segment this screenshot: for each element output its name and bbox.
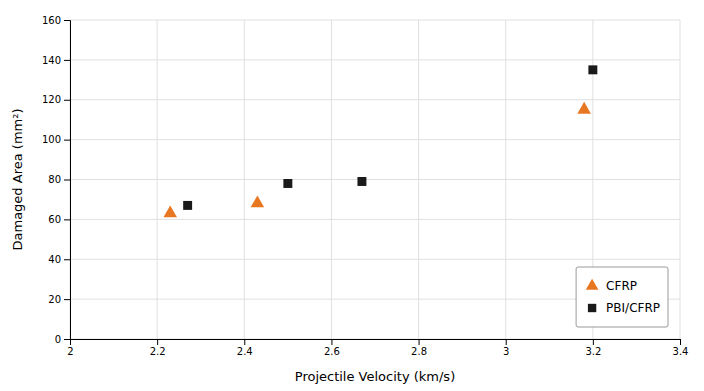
x-axis: 2 2.2 2.4 2.6 2.8 3 3.2 3.4 xyxy=(67,339,688,357)
x-tick: 2.8 xyxy=(411,339,427,357)
x-tick: 2.2 xyxy=(150,339,166,357)
y-tick: 40 xyxy=(48,254,70,265)
point xyxy=(163,206,177,218)
y-tick: 160 xyxy=(42,15,70,26)
x-axis-title: Projectile Velocity (km/s) xyxy=(295,369,455,384)
grid xyxy=(70,20,680,339)
points xyxy=(163,65,597,217)
y-tick-mark xyxy=(64,219,70,220)
x-axis-line xyxy=(71,340,681,346)
y-tick: 20 xyxy=(48,294,70,305)
y-grid-line xyxy=(70,259,680,260)
y-tick: 60 xyxy=(48,214,70,225)
y-tick-label: 140 xyxy=(42,55,61,66)
x-tick-mark xyxy=(593,339,594,345)
y-grid-line xyxy=(70,20,680,21)
y-grid-line xyxy=(70,59,680,60)
x-tick-label: 2.4 xyxy=(237,346,253,357)
point xyxy=(588,65,597,74)
x-tick-label: 2.8 xyxy=(411,346,427,357)
point xyxy=(251,196,265,208)
y-grid-line xyxy=(70,179,680,180)
y-tick-label: 0 xyxy=(55,334,61,345)
x-tick-mark xyxy=(157,339,158,345)
x-tick-mark xyxy=(419,339,420,345)
y-tick-mark xyxy=(64,60,70,61)
y-tick-label: 160 xyxy=(42,15,61,26)
x-tick-label: 3.4 xyxy=(673,346,689,357)
x-tick-label: 3 xyxy=(503,346,509,357)
x-tick-label: 2 xyxy=(67,346,73,357)
y-tick-mark xyxy=(64,339,70,340)
x-tick: 2.6 xyxy=(324,339,340,357)
y-tick-label: 60 xyxy=(48,214,61,225)
point xyxy=(183,201,192,210)
x-tick-mark xyxy=(244,339,245,345)
y-grid-line xyxy=(70,99,680,100)
y-tick-label: 20 xyxy=(48,294,61,305)
y-grid-line xyxy=(70,219,680,220)
x-tick-label: 2.2 xyxy=(150,346,166,357)
y-tick-mark xyxy=(64,180,70,181)
y-tick-mark xyxy=(64,259,70,260)
point xyxy=(577,102,591,114)
y-axis: 0 20 40 60 80 100 120 140 160 xyxy=(42,15,71,345)
legend-box xyxy=(576,267,668,327)
series xyxy=(163,102,591,217)
x-tick: 2.4 xyxy=(237,339,253,357)
y-tick: 80 xyxy=(48,174,70,185)
legend-label: CFRP xyxy=(606,279,637,293)
x-tick-label: 3.2 xyxy=(585,346,601,357)
y-tick-label: 120 xyxy=(42,94,61,105)
y-tick-label: 100 xyxy=(42,134,61,145)
y-tick-label: 40 xyxy=(48,254,61,265)
y-tick: 140 xyxy=(42,55,70,66)
y-tick: 120 xyxy=(42,94,70,105)
y-axis-line xyxy=(64,21,71,340)
x-tick: 3.2 xyxy=(585,339,601,357)
y-tick-mark xyxy=(64,100,70,101)
point xyxy=(357,177,366,186)
legend-marker xyxy=(586,279,599,290)
y-tick-mark xyxy=(64,299,70,300)
y-axis-title: Damaged Area (mm²) xyxy=(10,109,25,251)
y-tick: 100 xyxy=(42,134,70,145)
point xyxy=(283,179,292,188)
y-grid-line xyxy=(70,139,680,140)
x-tick-label: 2.6 xyxy=(324,346,340,357)
y-tick-mark xyxy=(64,20,70,21)
series xyxy=(183,65,597,210)
y-tick: 0 xyxy=(55,334,70,345)
x-tick-mark xyxy=(331,339,332,345)
x-tick-mark xyxy=(680,339,681,345)
x-tick: 3 xyxy=(503,339,509,357)
legend: CFRP PBI/CFRP xyxy=(576,267,668,327)
x-tick-mark xyxy=(506,339,507,345)
x-tick: 2 xyxy=(67,339,73,357)
legend-label: PBI/CFRP xyxy=(606,301,660,315)
y-tick-mark xyxy=(64,140,70,141)
legend-marker xyxy=(588,304,596,312)
y-tick-label: 80 xyxy=(48,174,61,185)
chart: 2 2.2 2.4 2.6 2.8 3 3.2 3.4 0 20 40 60 80 100 120 140 16… xyxy=(0,0,704,391)
x-tick: 3.4 xyxy=(673,339,689,357)
plot: 2 2.2 2.4 2.6 2.8 3 3.2 3.4 0 20 40 60 80 100 120 140 16… xyxy=(10,15,688,384)
